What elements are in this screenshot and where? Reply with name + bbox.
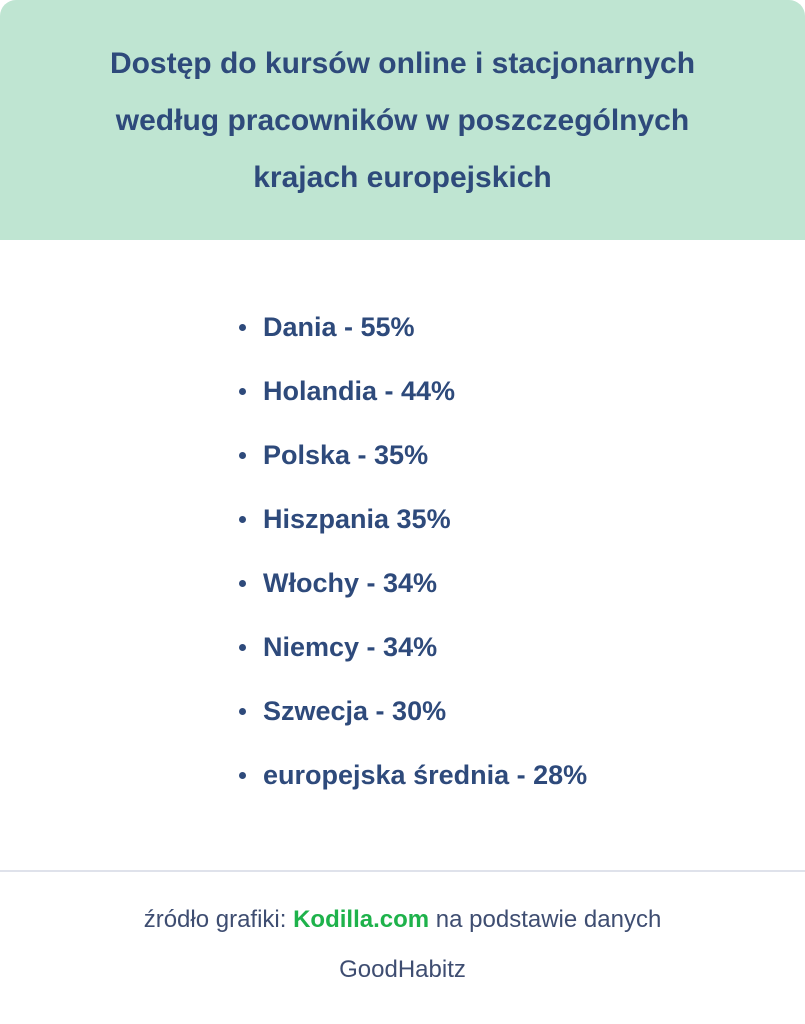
bullet-dot-icon	[239, 771, 246, 779]
bullet-dot-icon	[239, 707, 246, 715]
stats-list: Dania - 55% Holandia - 44% Polska - 35% …	[239, 295, 805, 807]
list-item-label: Hiszpania 35%	[263, 503, 451, 534]
page-title-line-2: według pracowników w poszczególnych	[115, 103, 690, 137]
list-item-label: Niemcy - 34%	[263, 631, 438, 662]
bullet-dot-icon	[239, 579, 246, 587]
header: Dostęp do kursów online i stacjonarnych …	[0, 0, 805, 240]
list-item-label: Dania - 55%	[263, 311, 415, 342]
list-item-holandia: Holandia - 44%	[239, 359, 805, 423]
source-footer: źródło grafiki: Kodilla.com na podstawie…	[0, 870, 805, 1024]
bullet-dot-icon	[239, 387, 246, 395]
list-item-label: Włochy - 34%	[263, 567, 438, 598]
source-attribution: źródło grafiki: Kodilla.com na podstawie…	[83, 895, 723, 995]
source-prefix: źródło grafiki:	[143, 906, 294, 933]
list-item-wlochy: Włochy - 34%	[239, 551, 805, 615]
list-item-label: Szwecja - 30%	[263, 695, 447, 726]
bullet-dot-icon	[239, 323, 246, 331]
brand-link[interactable]: Kodilla.com	[293, 906, 430, 933]
list-item-europejska-srednia: europejska średnia - 28%	[239, 743, 805, 807]
list-item-szwecja: Szwecja - 30%	[239, 679, 805, 743]
list-item-polska: Polska - 35%	[239, 423, 805, 487]
source-suffix: na podstawie danych GoodHabitz	[339, 906, 662, 983]
page-title-line-1: Dostęp do kursów online i stacjonarnych	[109, 46, 696, 80]
list-item-dania: Dania - 55%	[239, 295, 805, 359]
list-item-label: europejska średnia - 28%	[263, 759, 588, 790]
bullet-dot-icon	[239, 451, 246, 459]
list-item-label: Holandia - 44%	[263, 375, 456, 406]
list-item-label: Polska - 35%	[263, 439, 429, 470]
stats-section: Dania - 55% Holandia - 44% Polska - 35% …	[0, 240, 805, 870]
list-item-hiszpania: Hiszpania 35%	[239, 487, 805, 551]
list-item-niemcy: Niemcy - 34%	[239, 615, 805, 679]
bullet-dot-icon	[239, 515, 246, 523]
bullet-dot-icon	[239, 643, 246, 651]
page-title-line-3: krajach europejskich	[253, 160, 552, 194]
